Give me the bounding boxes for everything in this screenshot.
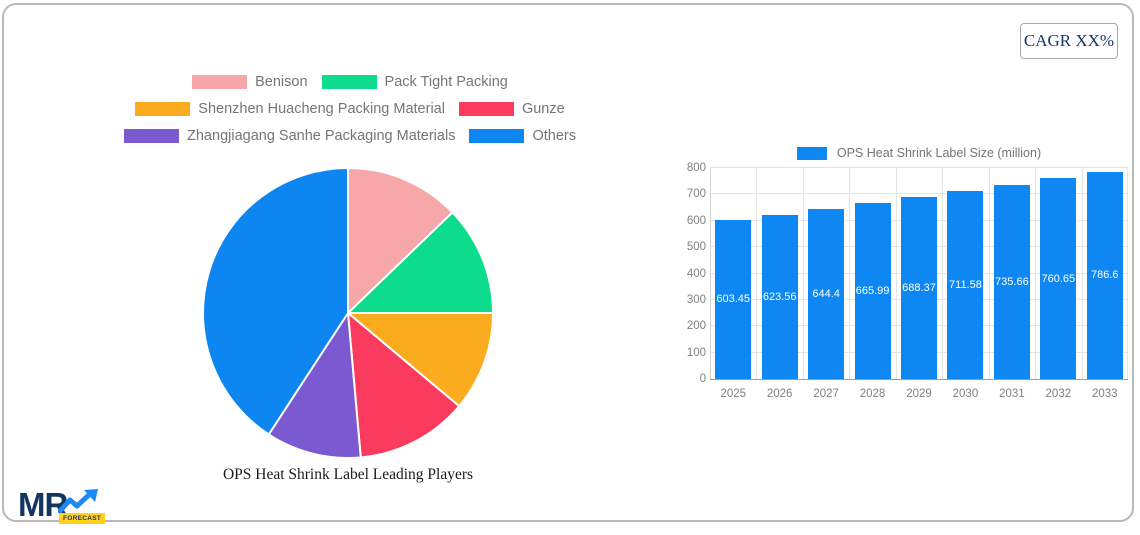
legend-swatch-others: [469, 129, 525, 143]
bar-2031: 735.66: [993, 184, 1030, 379]
gridline-x-4: [895, 168, 897, 379]
x-label-2032: 2032: [1045, 388, 1072, 400]
pie-chart-title: OPS Heat Shrink Label Leading Players: [222, 466, 474, 483]
trend-arrow-icon: [58, 489, 98, 514]
legend-item-others: Others: [469, 128, 576, 144]
bar-value-2029: 688.37: [902, 282, 936, 295]
legend-label-zhangjiagang-sanhe-packaging-materials: Zhangjiagang Sanhe Packaging Materials: [187, 128, 456, 144]
bar-value-2028: 665.99: [855, 285, 890, 298]
x-label-2030: 2030: [952, 388, 979, 400]
bar-2028: 665.99: [854, 203, 891, 379]
legend-label-others: Others: [532, 128, 576, 144]
pie-slice-others: [202, 167, 349, 436]
bar-value-2027: 644.4: [812, 288, 840, 301]
y-tick-0: 0: [699, 373, 706, 385]
gridline-x-9: [1127, 168, 1128, 379]
bar-chart-plot-area: 603.45 623.56 644.4 665.99 688.37 711.58 735.6…: [710, 167, 1128, 380]
legend-label-gunze: Gunze: [521, 101, 565, 117]
pie-legend: Benison Pack Tight Packing Shenzhen Huache…: [0, 74, 700, 144]
gridline-x-3: [849, 168, 851, 379]
gridline-x-5: [942, 168, 944, 379]
legend-swatch-gunze: [458, 102, 514, 116]
bar-value-2033: 786.6: [1091, 269, 1119, 282]
bar-legend-swatch: [796, 146, 827, 160]
legend-swatch-benison: [192, 75, 248, 89]
y-tick-300: 300: [686, 293, 706, 306]
gridline-x-1: [756, 168, 758, 379]
gridline-y-700: [710, 193, 1128, 195]
cagr-label: CAGR XX%: [1023, 31, 1115, 50]
pie-slice-benison: [347, 167, 454, 314]
y-tick-200: 200: [686, 320, 706, 333]
x-label-2027: 2027: [813, 388, 839, 400]
pie-slice-pack-tight-packing: [347, 211, 494, 314]
legend-item-benison: Benison: [192, 74, 308, 90]
cagr-box: CAGR XX%: [1020, 23, 1118, 59]
bar-value-2032: 760.65: [1041, 272, 1076, 285]
legend-label-benison: Benison: [255, 74, 308, 90]
bar-value-2031: 735.66: [995, 275, 1029, 288]
legend-label-shenzhen-huacheng-packing-material: Shenzhen Huacheng Packing Material: [198, 101, 445, 117]
y-axis-line: [710, 168, 711, 379]
legend-item-zhangjiagang-sanhe-packaging-materials: Zhangjiagang Sanhe Packaging Materials: [124, 128, 455, 144]
bar-value-2030: 711.58: [949, 279, 982, 292]
bar-2033: 786.6: [1086, 171, 1123, 379]
bar-2030: 711.58: [947, 191, 984, 379]
legend-swatch-shenzhen-huacheng-packing-material: [135, 102, 191, 116]
legend-item-shenzhen-huacheng-packing-material: Shenzhen Huacheng Packing Material: [135, 101, 445, 117]
pie-slice-gunze: [347, 312, 461, 459]
x-axis-line: [710, 379, 1128, 380]
x-label-2025: 2025: [720, 388, 747, 400]
bar-value-2026: 623.56: [762, 290, 797, 303]
y-tick-500: 500: [686, 241, 706, 254]
x-label-2026: 2026: [766, 388, 793, 400]
y-tick-700: 700: [686, 188, 706, 201]
bar-2026: 623.56: [761, 214, 798, 379]
gridline-x-7: [1035, 168, 1037, 379]
pie-legend-row: Benison Pack Tight Packing: [0, 74, 700, 90]
pie-slice-shenzhen-huacheng-packing-material: [347, 312, 494, 408]
legend-swatch-zhangjiagang-sanhe-packaging-materials: [124, 129, 180, 143]
bar-legend-label: OPS Heat Shrink Label Size (million): [836, 146, 1042, 160]
y-tick-100: 100: [686, 346, 706, 359]
page-border: [2, 3, 1134, 522]
y-tick-800: 800: [686, 162, 706, 174]
pie-legend-row: Zhangjiagang Sanhe Packaging Materials Ot…: [0, 128, 700, 144]
pie-legend-row: Shenzhen Huacheng Packing Material Gunze: [0, 101, 700, 117]
bar-2032: 760.65: [1040, 178, 1077, 379]
bar-value-2025: 603.45: [716, 293, 751, 306]
bar-chart-legend: OPS Heat Shrink Label Size (million): [710, 146, 1128, 160]
bar-2025: 603.45: [715, 219, 752, 379]
pie-chart: [202, 167, 494, 459]
bar-2029: 688.37: [901, 197, 937, 379]
legend-label-pack-tight-packing: Pack Tight Packing: [384, 74, 508, 90]
gridline-y-800: [710, 167, 1128, 168]
gridline-x-2: [802, 168, 804, 379]
y-tick-400: 400: [686, 267, 706, 280]
legend-item-gunze: Gunze: [458, 101, 565, 117]
x-label-2028: 2028: [859, 388, 886, 400]
bar-2027: 644.4: [808, 209, 845, 379]
legend-swatch-pack-tight-packing: [321, 75, 377, 89]
mr-forecast-logo: MR FORECAST: [18, 487, 106, 527]
x-label-2033: 2033: [1091, 388, 1118, 400]
y-tick-600: 600: [686, 214, 706, 227]
gridline-x-8: [1081, 168, 1083, 379]
gridline-x-6: [988, 168, 990, 379]
legend-item-pack-tight-packing: Pack Tight Packing: [321, 74, 508, 90]
x-label-2031: 2031: [999, 388, 1025, 400]
logo-forecast-badge: FORECAST: [59, 513, 106, 524]
pie-slice-zhangjiagang-sanhe-packaging-materials: [267, 312, 362, 459]
x-label-2029: 2029: [906, 388, 932, 400]
